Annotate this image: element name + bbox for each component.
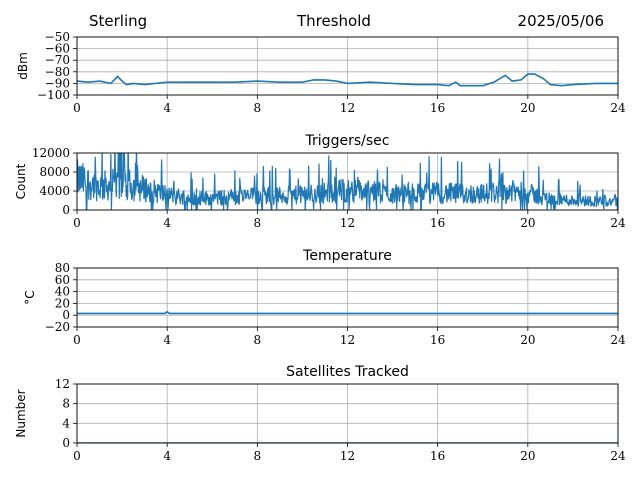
x-tick-label: 20 [520,449,535,463]
y-tick-label: 4 [62,416,70,430]
y-tick-label: −90 [45,76,70,90]
y-tick-label: 80 [55,261,70,275]
y-tick-label: 0 [62,203,70,217]
panel-title-threshold: Threshold [297,12,371,30]
x-tick-label: 20 [520,101,535,115]
site-name: Sterling [89,12,148,30]
x-tick-label: 4 [163,333,171,347]
x-tick-label: 12 [340,101,355,115]
y-tick-label: 12000 [32,146,70,160]
y-tick-label: 0 [62,308,70,322]
y-tick-label: −70 [45,53,70,67]
x-tick-label: 8 [254,101,262,115]
x-tick-label: 16 [430,333,445,347]
y-tick-label: −20 [45,320,70,334]
y-tick-label: 0 [62,436,70,450]
x-tick-label: 24 [610,101,626,115]
x-tick-label: 12 [340,216,355,230]
y-axis-label: °C [23,290,37,304]
y-tick-label: 40 [55,285,70,299]
x-tick-label: 0 [73,333,81,347]
x-tick-label: 16 [430,101,445,115]
x-tick-label: 0 [73,101,81,115]
x-tick-label: 24 [610,216,626,230]
y-axis-label: Count [14,163,28,199]
y-tick-label: 20 [55,296,70,310]
x-tick-label: 24 [610,449,626,463]
x-tick-label: 8 [254,333,262,347]
x-tick-label: 20 [520,216,535,230]
y-tick-label: 8 [62,397,70,411]
panel-title: Temperature [302,248,392,264]
y-axis-label: Number [14,389,28,437]
x-tick-label: 24 [610,333,626,347]
x-tick-label: 0 [73,216,81,230]
x-tick-label: 8 [254,449,262,463]
series-line [77,73,618,87]
y-tick-label: 4000 [39,184,70,198]
x-tick-label: 20 [520,333,535,347]
panel-4: 0 4 8 12 16 20 24 0 4 8 12 Satellites Tracked Number [14,364,626,463]
x-tick-label: 16 [430,216,445,230]
y-tick-label: −80 [45,65,70,79]
panel-1: 0 4 8 12 16 20 24 −50−60−70−80−90−100 dBm [16,30,626,115]
series-line [77,153,618,210]
y-tick-label: −60 [45,42,70,56]
y-tick-label: 8000 [39,165,70,179]
x-tick-label: 8 [254,216,262,230]
y-tick-label: −100 [37,88,70,102]
x-tick-label: 4 [163,216,171,230]
x-tick-label: 4 [163,101,171,115]
panel-title: Triggers/sec [305,133,390,149]
x-tick-label: 12 [340,449,355,463]
y-tick-label: 12 [55,377,70,391]
panel-title: Satellites Tracked [286,364,409,380]
x-tick-label: 4 [163,449,171,463]
panel-2: 0 4 8 12 16 20 24 0 4000 8000 12000 Triggers/sec Cou… [14,133,626,230]
x-tick-label: 16 [430,449,445,463]
x-tick-label: 12 [340,333,355,347]
x-tick-label: 0 [73,449,81,463]
y-tick-label: −50 [45,30,70,44]
series-line [77,310,618,315]
y-axis-label: dBm [16,52,30,80]
date-label: 2025/05/06 [517,12,604,30]
y-tick-label: 60 [55,273,70,287]
